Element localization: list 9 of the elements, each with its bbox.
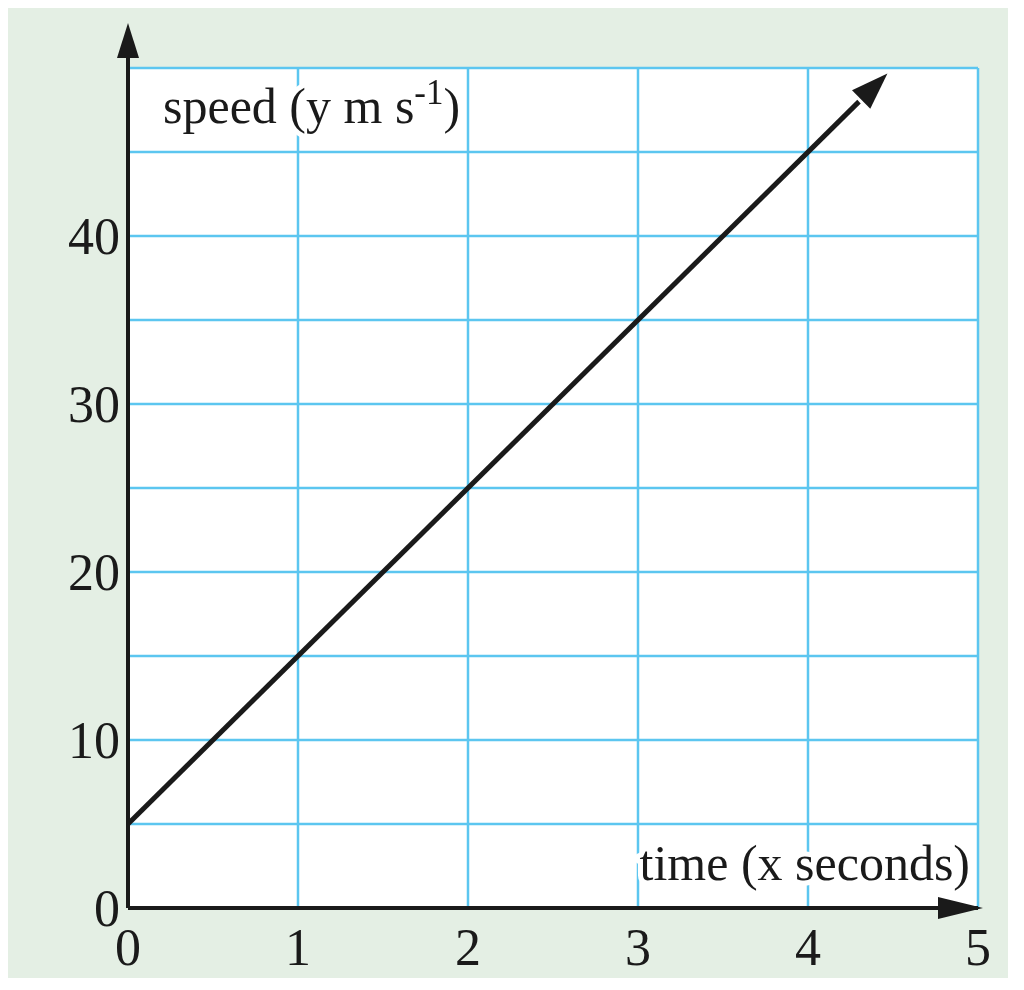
x-tick-label: 1 — [285, 918, 311, 976]
y-tick-label: 40 — [68, 208, 120, 266]
y-tick-label: 10 — [68, 712, 120, 770]
y-tick-label: 20 — [68, 544, 120, 602]
y-tick-label: 30 — [68, 376, 120, 434]
x-tick-label: 2 — [455, 918, 481, 976]
x-tick-label: 3 — [625, 918, 651, 976]
x-tick-label: 5 — [965, 918, 991, 976]
x-tick-label: 4 — [795, 918, 821, 976]
